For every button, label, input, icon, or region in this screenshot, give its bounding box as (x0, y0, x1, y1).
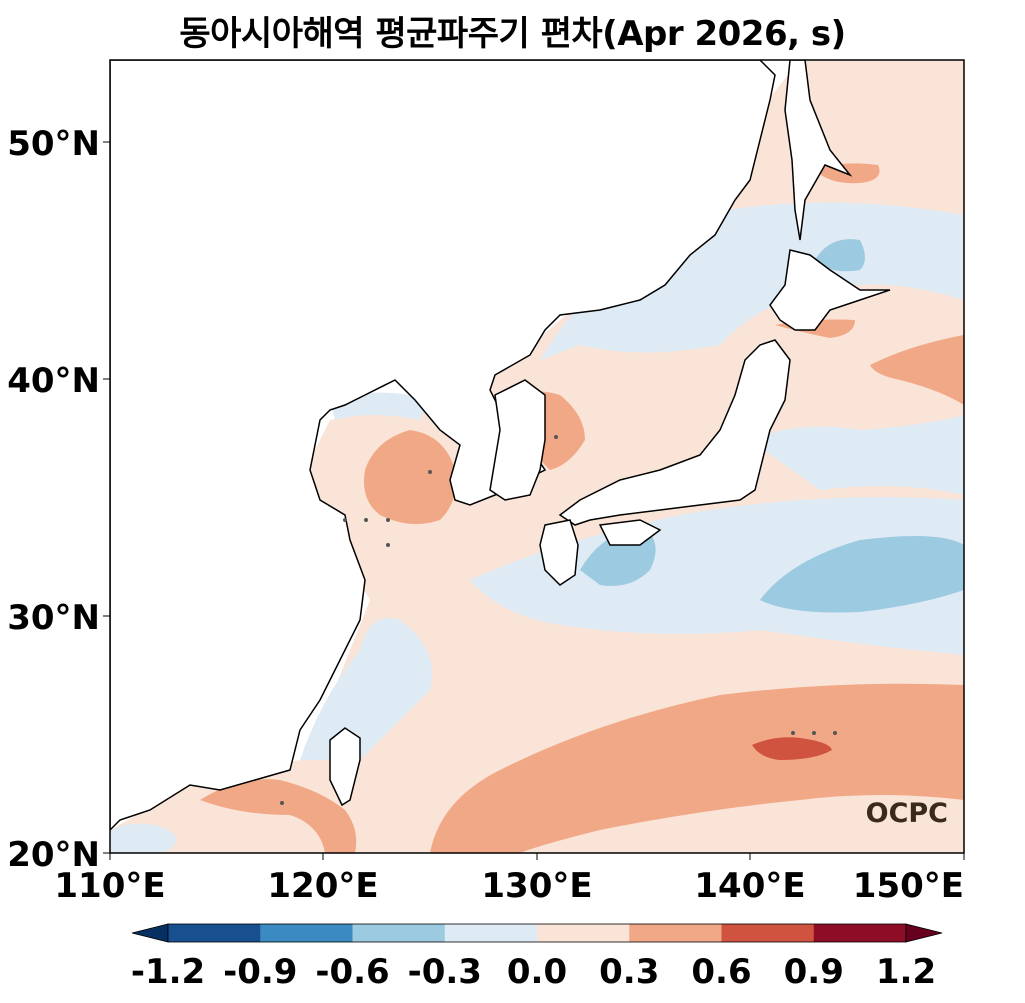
colorbar: -1.2 -0.9 -0.6 -0.3 0.0 0.3 0.6 0.9 1.2 (131, 923, 943, 992)
land-shikoku (598, 519, 662, 546)
x-tick-label: 110°E (54, 866, 165, 906)
colorbar-segment (721, 924, 815, 942)
colorbar-segment (444, 924, 538, 942)
station-markers (280, 435, 837, 805)
y-axis: 20°N 30°N 40°N 50°N (7, 124, 110, 875)
land-asia-mainland (110, 60, 776, 832)
y-tick-label: 50°N (7, 124, 100, 164)
colorbar-segment (813, 924, 907, 942)
contour-neg-lowsw (110, 823, 176, 853)
contour-neg-hokkaido (815, 239, 865, 272)
colorbar-segment (629, 924, 722, 942)
ocpc-logo: OCPC (866, 798, 948, 829)
y-tick-label: 40°N (7, 361, 100, 401)
colorbar-tick-label: 1.2 (876, 952, 936, 992)
colorbar-segment (168, 924, 261, 942)
contour-pos-taiwan (200, 779, 357, 853)
colorbar-tick-label: 0.3 (599, 952, 659, 992)
contour-pos-yellowsea (364, 430, 456, 524)
land-taiwan (329, 727, 361, 807)
contour-pos-strong (752, 737, 832, 760)
colorbar-tick-label: -1.2 (131, 952, 205, 992)
contour-pos-pacific-north (870, 335, 964, 405)
contour-pos-south-band (430, 683, 964, 853)
x-tick-label: 120°E (267, 866, 378, 906)
colorbar-tick-label: 0.6 (691, 952, 751, 992)
contour-neg-eastsea2 (750, 415, 964, 495)
x-axis: 110°E 120°E 130°E 140°E 150°E (54, 853, 965, 906)
colorbar-tick-label: -0.6 (315, 952, 389, 992)
x-tick-label: 130°E (481, 866, 592, 906)
colorbar-segment (352, 924, 446, 942)
land-sakhalin (784, 60, 853, 241)
colorbar-tick-label: 0.0 (507, 952, 567, 992)
colorbar-tick-label: -0.9 (223, 952, 297, 992)
land-korea (489, 379, 546, 501)
y-tick-label: 30°N (7, 598, 100, 638)
x-tick-label: 140°E (694, 866, 805, 906)
y-tick-label: 20°N (7, 835, 100, 875)
land (110, 60, 891, 832)
contour-neg-south-japan (470, 497, 964, 655)
colorbar-extend-high (905, 923, 943, 943)
colorbar-frame (167, 923, 907, 943)
land-honshu (558, 339, 791, 526)
contour-neg-pacific (760, 536, 964, 613)
x-tick-label: 150°E (853, 866, 964, 906)
map-title: 동아시아해역 평균파주기 편차(Apr 2026, s) (179, 14, 846, 54)
colorbar-tick-label: -0.3 (408, 952, 482, 992)
colorbar-segment (260, 924, 353, 942)
colorbar-segment (537, 924, 630, 942)
contour-neg-chinacoast (300, 618, 432, 760)
colorbar-extend-low (131, 923, 169, 943)
land-kyushu (539, 519, 579, 586)
land-hokkaido (769, 249, 891, 331)
colorbar-tick-label: 0.9 (784, 952, 844, 992)
